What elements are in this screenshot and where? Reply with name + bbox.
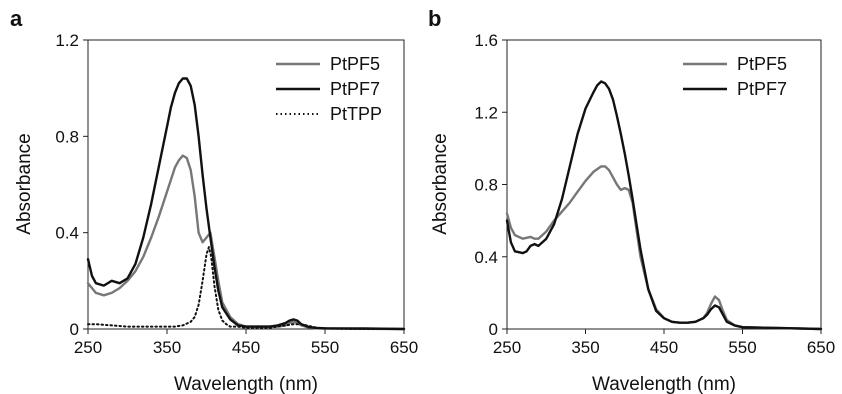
legend-label: PtTPP: [330, 104, 382, 124]
x-tick-label: 450: [650, 338, 678, 357]
y-tick-label: 1.2: [474, 103, 498, 122]
y-tick-label: 0: [70, 320, 79, 339]
y-tick-label: 1.6: [474, 31, 498, 50]
curves: [86, 77, 406, 331]
x-tick-label: 550: [728, 338, 756, 357]
x-ticks: 250 350 450 550 650: [74, 329, 418, 357]
x-tick-label: 350: [153, 338, 181, 357]
curves: [505, 80, 823, 331]
legend-label: PtPF7: [330, 79, 380, 99]
series-line-PtTPP: [87, 246, 405, 330]
x-tick-label: 350: [571, 338, 599, 357]
y-tick-label: 0.8: [474, 176, 498, 195]
legend-label: PtPF7: [737, 79, 787, 99]
y-ticks: 0 0.4 0.8 1.2 1.6: [474, 31, 507, 339]
y-tick-label: 0: [489, 320, 498, 339]
panel-label: a: [10, 6, 23, 31]
legend-label: PtPF5: [330, 54, 380, 74]
series-line-PtPF5: [505, 165, 823, 331]
series-line-PtPF5: [86, 154, 406, 331]
panel-a: a 250 350 450 550 650 0 0.4 0.8 1.2 Wavelength …: [10, 6, 418, 394]
x-tick-label: 250: [493, 338, 521, 357]
panel-label: b: [428, 6, 441, 31]
x-axis-title: Wavelength (nm): [592, 374, 736, 394]
x-ticks: 250 350 450 550 650: [493, 329, 835, 357]
x-tick-label: 550: [311, 338, 339, 357]
y-tick-label: 1.2: [55, 31, 79, 50]
y-tick-label: 0.8: [55, 127, 79, 146]
x-tick-label: 650: [807, 338, 835, 357]
legend-label: PtPF5: [737, 54, 787, 74]
x-axis-title: Wavelength (nm): [174, 374, 318, 394]
x-tick-label: 250: [74, 338, 102, 357]
series-line-PtPF7: [86, 77, 406, 331]
legend: PtPF5 PtPF7 PtTPP: [276, 54, 382, 124]
series-line-PtPF7: [505, 80, 823, 331]
legend: PtPF5 PtPF7: [683, 54, 787, 99]
y-ticks: 0 0.4 0.8 1.2: [55, 31, 88, 339]
y-axis-title: Absorbance: [14, 133, 35, 234]
y-tick-label: 0.4: [55, 224, 79, 243]
panel-b: b 250 350 450 550 650 0 0.4 0.8 1.2 1.6 Waveleng…: [428, 6, 835, 394]
x-tick-label: 450: [232, 338, 260, 357]
x-tick-label: 650: [390, 338, 418, 357]
y-tick-label: 0.4: [474, 248, 498, 267]
y-axis-title: Absorbance: [430, 133, 451, 234]
